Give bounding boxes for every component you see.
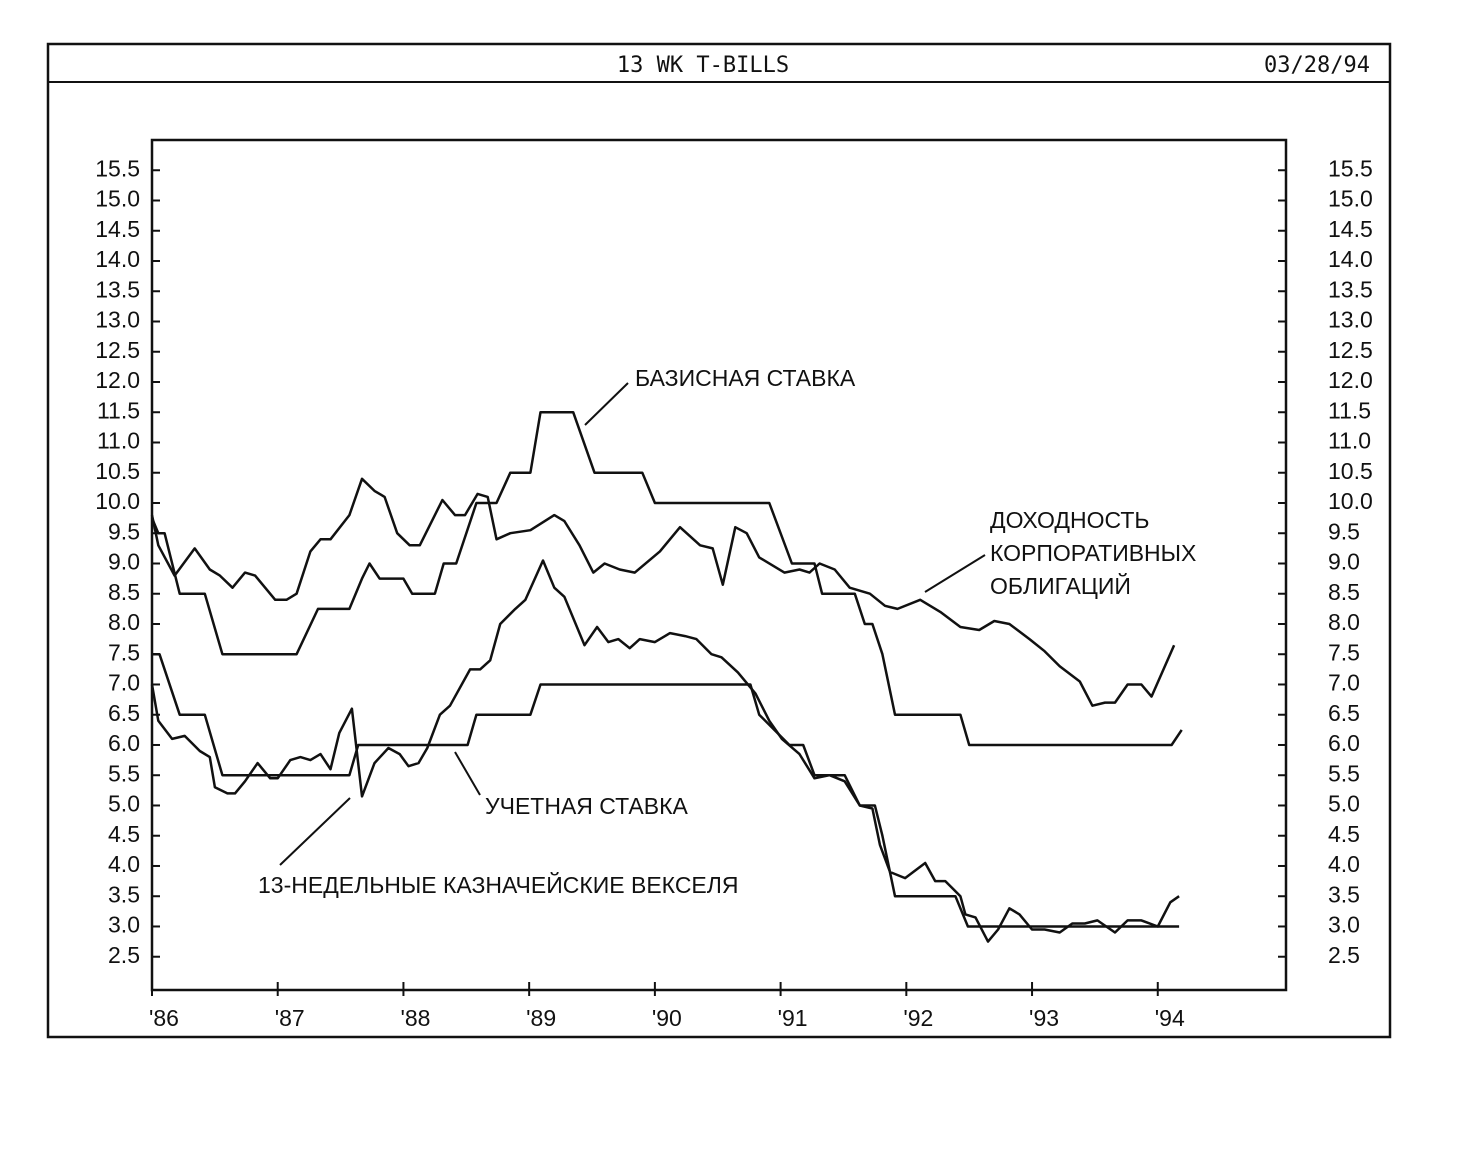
y-tick-label: 15.5 xyxy=(95,155,140,181)
y2-tick-label: 15.5 xyxy=(1328,155,1373,181)
y2-tick-label: 5.5 xyxy=(1328,760,1360,786)
y2-tick-label: 14.5 xyxy=(1328,216,1373,242)
y2-tick-label: 11.0 xyxy=(1328,428,1371,454)
y-tick-label: 2.5 xyxy=(108,942,140,968)
y2-tick-label: 2.5 xyxy=(1328,942,1360,968)
y-tick-label: 5.0 xyxy=(108,791,140,817)
x-tick-label: '92 xyxy=(903,1005,933,1031)
outer-frame xyxy=(46,42,1392,1039)
y-tick-label: 12.5 xyxy=(95,337,140,363)
x-tick-label: '90 xyxy=(652,1005,682,1031)
y2-tick-label: 3.0 xyxy=(1328,912,1360,938)
y2-tick-label: 5.0 xyxy=(1328,791,1360,817)
y2-tick-label: 12.5 xyxy=(1328,337,1373,363)
chart-date: 03/28/94 xyxy=(1264,53,1370,78)
y-tick-label: 8.5 xyxy=(108,579,140,605)
x-tick-label: '89 xyxy=(526,1005,556,1031)
y2-tick-label: 7.0 xyxy=(1328,670,1360,696)
y2-tick-label: 13.0 xyxy=(1328,307,1373,333)
chart-title: 13 WK T-BILLS xyxy=(617,53,789,78)
leader-line xyxy=(584,382,629,426)
y-tick-label: 3.0 xyxy=(108,912,140,938)
y2-tick-label: 10.5 xyxy=(1328,458,1373,484)
series-line xyxy=(150,410,1183,747)
y-tick-label: 14.5 xyxy=(95,216,140,242)
y-tick-label: 7.0 xyxy=(108,670,140,696)
y-tick-label: 8.0 xyxy=(108,609,140,635)
y-tick-label: 7.5 xyxy=(108,639,140,665)
x-tick-label: '88 xyxy=(400,1005,430,1031)
y2-tick-label: 10.0 xyxy=(1328,488,1373,514)
y-tick-label: 6.5 xyxy=(108,700,140,726)
y-tick-label: 5.5 xyxy=(108,760,140,786)
y2-tick-label: 11.5 xyxy=(1328,397,1371,423)
y-tick-label: 13.5 xyxy=(95,276,140,302)
y2-tick-label: 14.0 xyxy=(1328,246,1373,272)
x-tick-label: '86 xyxy=(149,1005,179,1031)
series-label: УЧЕТНАЯ СТАВКА xyxy=(485,793,688,819)
y2-tick-label: 13.5 xyxy=(1328,276,1373,302)
y2-tick-label: 4.0 xyxy=(1328,851,1360,877)
y-tick-label: 9.0 xyxy=(108,549,140,575)
y-tick-label: 12.0 xyxy=(95,367,140,393)
x-tick-label: '93 xyxy=(1029,1005,1059,1031)
y-tick-label: 9.5 xyxy=(108,518,140,544)
leader-line xyxy=(454,751,481,796)
y-tick-label: 10.5 xyxy=(95,458,140,484)
series-label: ДОХОДНОСТЬ xyxy=(990,507,1149,533)
series-label: КОРПОРАТИВНЫХ xyxy=(990,540,1196,566)
y-tick-label: 10.0 xyxy=(95,488,140,514)
y2-tick-label: 15.0 xyxy=(1328,186,1373,212)
leader-line xyxy=(279,797,351,866)
y-tick-label: 14.0 xyxy=(95,246,140,272)
y2-tick-label: 7.5 xyxy=(1328,639,1360,665)
x-tick-label: '87 xyxy=(275,1005,305,1031)
plot-area xyxy=(150,138,1288,992)
y2-tick-label: 4.5 xyxy=(1328,821,1360,847)
y2-tick-label: 3.5 xyxy=(1328,881,1360,907)
y2-tick-label: 6.5 xyxy=(1328,700,1360,726)
y2-tick-label: 9.5 xyxy=(1328,518,1360,544)
x-tick-label: '94 xyxy=(1155,1005,1185,1031)
y-tick-label: 15.0 xyxy=(95,186,140,212)
series-line xyxy=(152,652,1180,928)
series-label: ОБЛИГАЦИЙ xyxy=(990,572,1131,599)
series-label: БАЗИСНАЯ СТАВКА xyxy=(635,365,856,391)
y-tick-label: 13.0 xyxy=(95,307,140,333)
y2-tick-label: 12.0 xyxy=(1328,367,1373,393)
y-tick-label: 4.5 xyxy=(108,821,140,847)
y2-tick-label: 8.5 xyxy=(1328,579,1360,605)
y-tick-label: 11.0 xyxy=(97,428,140,454)
y2-tick-label: 8.0 xyxy=(1328,609,1360,635)
y-tick-label: 11.5 xyxy=(97,397,140,423)
x-tick-label: '91 xyxy=(778,1005,808,1031)
y-tick-label: 6.0 xyxy=(108,730,140,756)
leader-line xyxy=(924,554,986,593)
series-line xyxy=(150,559,1180,943)
series-line xyxy=(150,477,1176,707)
y2-tick-label: 9.0 xyxy=(1328,549,1360,575)
y-tick-label: 4.0 xyxy=(108,851,140,877)
series-label: 13-НЕДЕЛЬНЫЕ КАЗНАЧЕЙСКИЕ ВЕКСЕЛЯ xyxy=(258,871,738,898)
y-tick-label: 3.5 xyxy=(108,881,140,907)
y2-tick-label: 6.0 xyxy=(1328,730,1360,756)
